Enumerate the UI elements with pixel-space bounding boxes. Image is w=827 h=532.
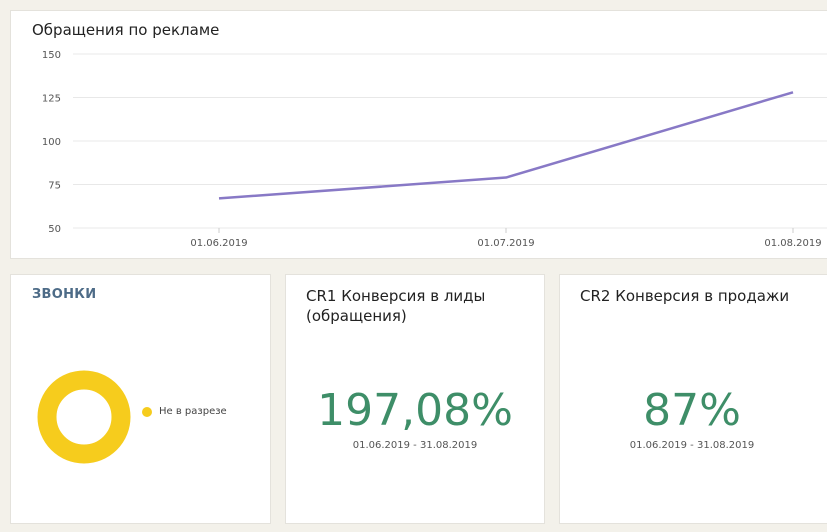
cr1-period: 01.06.2019 - 31.08.2019	[352, 440, 478, 451]
calls-title[interactable]: ЗВОНКИ	[32, 287, 97, 302]
cr1-title: CR1 Конверсия в лиды (обращения)	[306, 287, 486, 325]
cr2-period: 01.06.2019 - 31.08.2019	[629, 440, 755, 451]
y-tick-label: 50	[48, 224, 61, 235]
cr1-value: 197,08%	[317, 385, 513, 436]
donut-chart	[37, 370, 131, 464]
donut-legend[interactable]: Не в разрезе	[142, 406, 227, 417]
donut-ring	[37, 370, 131, 464]
calls-card: ЗВОНКИ Не в разрезе	[10, 274, 271, 524]
line-chart-card: Обращения по рекламе 150 125 100 75 50 01.06.…	[10, 10, 827, 259]
x-tick-label: 01.07.2019	[477, 238, 534, 249]
x-tick-label: 01.06.2019	[190, 238, 247, 249]
legend-label: Не в разрезе	[159, 406, 227, 417]
cr2-card: CR2 Конверсия в продажи 87% 01.06.2019 -…	[559, 274, 827, 524]
cr2-title: CR2 Конверсия в продажи	[580, 287, 790, 305]
cr2-value: 87%	[643, 385, 741, 436]
series-line	[218, 91, 794, 200]
x-tick-label: 01.08.2019	[764, 238, 821, 249]
y-tick-label: 125	[42, 94, 61, 105]
y-tick-label: 75	[48, 181, 61, 192]
legend-dot	[142, 406, 152, 417]
chart-title: Обращения по рекламе	[32, 21, 220, 39]
line-chart: 150 125 100 75 50 01.06.2019 01.07.2019 01.08.2…	[42, 50, 827, 249]
cr1-card: CR1 Конверсия в лиды (обращения) 197,08%…	[285, 274, 545, 524]
y-tick-label: 100	[42, 137, 61, 148]
y-tick-label: 150	[42, 50, 61, 61]
